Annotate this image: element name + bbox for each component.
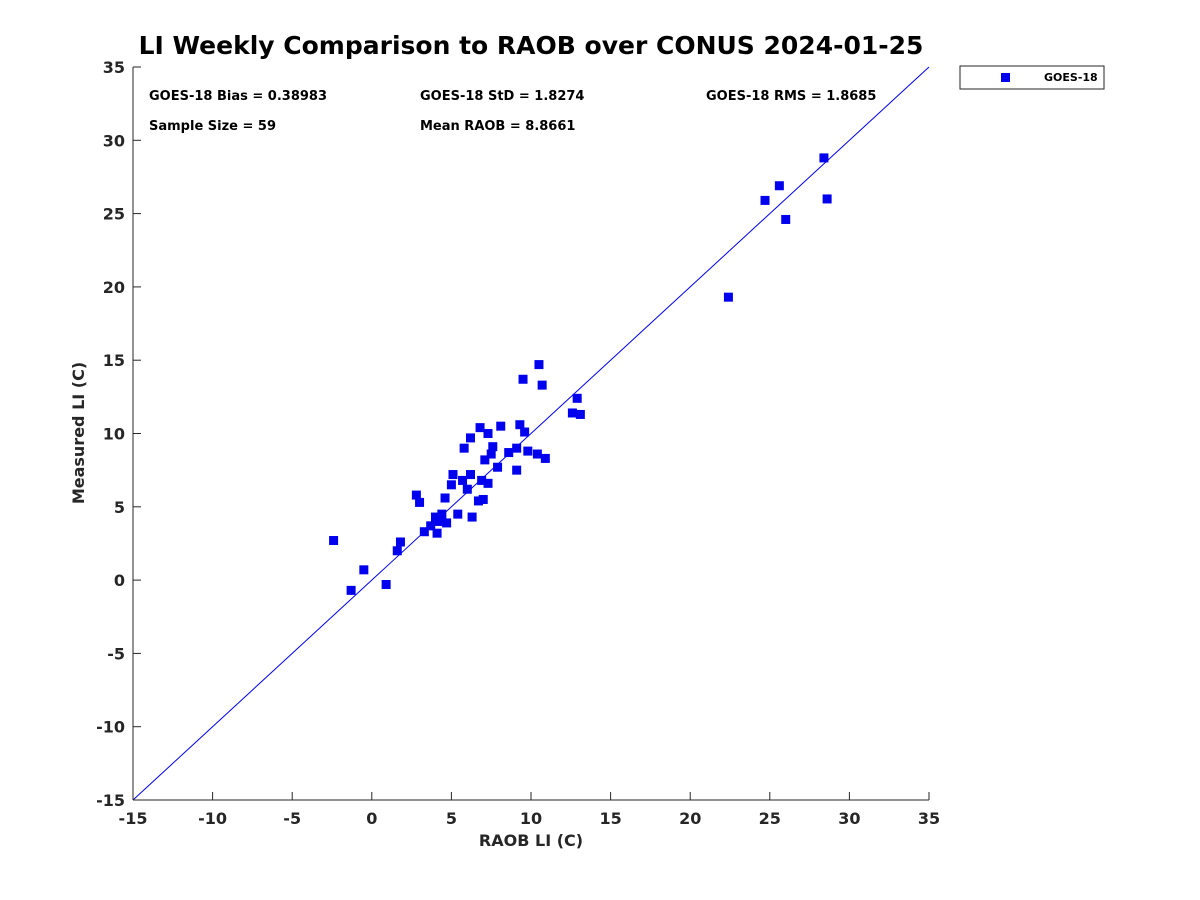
y-tick-label: 20 [103,278,125,297]
y-tick-label: 30 [103,131,125,150]
y-tick-label: 0 [114,571,125,590]
data-point [329,536,339,546]
sample-size-annotation: Sample Size = 59 [149,119,276,134]
y-tick-label: 15 [103,351,125,370]
rms-annotation: GOES-18 RMS = 1.8685 [706,89,876,104]
y-tick-label: -5 [107,644,125,663]
data-point [473,496,483,506]
plot-area: -15 -10 -5 0 5 10 15 20 25 30 35 -15 -10 -5 0 5 10 15 20 25… [96,58,940,828]
data-point [575,409,585,419]
data-point [520,427,530,437]
data-point [496,421,506,431]
data-point [446,480,456,490]
data-point [532,449,542,459]
data-point [453,509,463,519]
data-point [822,194,832,204]
data-point [504,448,514,458]
data-point [760,195,770,205]
data-point [432,528,442,538]
data-point [459,443,469,453]
x-tick-label: 35 [918,809,940,828]
data-point [493,462,503,472]
x-tick-label: 20 [679,809,701,828]
x-tick-label: 5 [446,809,457,828]
data-point [478,494,488,504]
x-axis-label: RAOB LI (C) [479,831,583,850]
data-point [392,546,402,556]
y-tick-label: 10 [103,425,125,444]
data-point [458,475,468,485]
legend: GOES-18 [959,65,1105,90]
data-point [442,518,452,528]
bias-annotation: GOES-18 Bias = 0.38983 [149,89,327,104]
data-point [572,393,582,403]
data-point [567,408,577,418]
x-axis-title-group: RAOB LI (C) [479,831,583,850]
data-point [434,516,444,526]
one-to-one-line [132,66,930,801]
data-point [518,374,528,384]
data-point [512,443,522,453]
data-point [723,292,733,302]
y-axis-label: Measured LI (C) [69,362,88,504]
data-point [534,360,544,370]
x-tick-label: -15 [119,809,148,828]
data-point [477,475,487,485]
data-point [486,449,496,459]
x-tick-label: 15 [599,809,621,828]
stats-annotations: GOES-18 Bias = 0.38983 GOES-18 StD = 1.8… [149,89,876,134]
x-tick-label: -10 [198,809,227,828]
legend-label: GOES-18 [1044,71,1098,84]
data-point [480,455,490,465]
data-point [448,470,458,480]
data-point [419,527,429,537]
y-tick-label: -10 [96,718,125,737]
data-point [359,565,369,575]
data-point [774,181,784,191]
x-tick-label: 30 [838,809,860,828]
data-point [540,453,550,463]
data-point [346,585,356,595]
data-point [381,579,391,589]
data-point [819,153,829,163]
data-point [415,497,425,507]
data-point [475,423,485,433]
data-point [483,478,493,488]
legend-box [959,65,1105,90]
data-point [523,446,533,456]
legend-marker [1001,73,1010,82]
y-axis-title-group: Measured LI (C) [69,362,88,504]
data-point [467,512,477,522]
x-tick-label: 25 [759,809,781,828]
mean-raob-annotation: Mean RAOB = 8.8661 [420,119,575,134]
chart-title: LI Weekly Comparison to RAOB over CONUS … [139,31,924,60]
std-annotation: GOES-18 StD = 1.8274 [420,89,584,104]
y-tick-label: 25 [103,205,125,224]
data-point [462,484,472,494]
y-tick-label: 35 [103,58,125,77]
data-point [537,380,547,390]
y-tick-label: -15 [96,791,125,810]
x-tick-label: 10 [520,809,542,828]
x-tick-label: 0 [366,809,377,828]
y-tick-label: 5 [114,498,125,517]
data-point [426,521,436,531]
data-point [512,465,522,475]
data-point [411,490,421,500]
data-point [483,429,493,438]
data-point [466,433,476,443]
x-tick-label: -5 [283,809,301,828]
data-point [437,509,447,519]
data-point [466,470,476,480]
data-point [440,493,450,503]
data-point [395,537,405,547]
data-point [488,442,498,452]
data-point [781,214,791,224]
data-point [515,420,525,430]
